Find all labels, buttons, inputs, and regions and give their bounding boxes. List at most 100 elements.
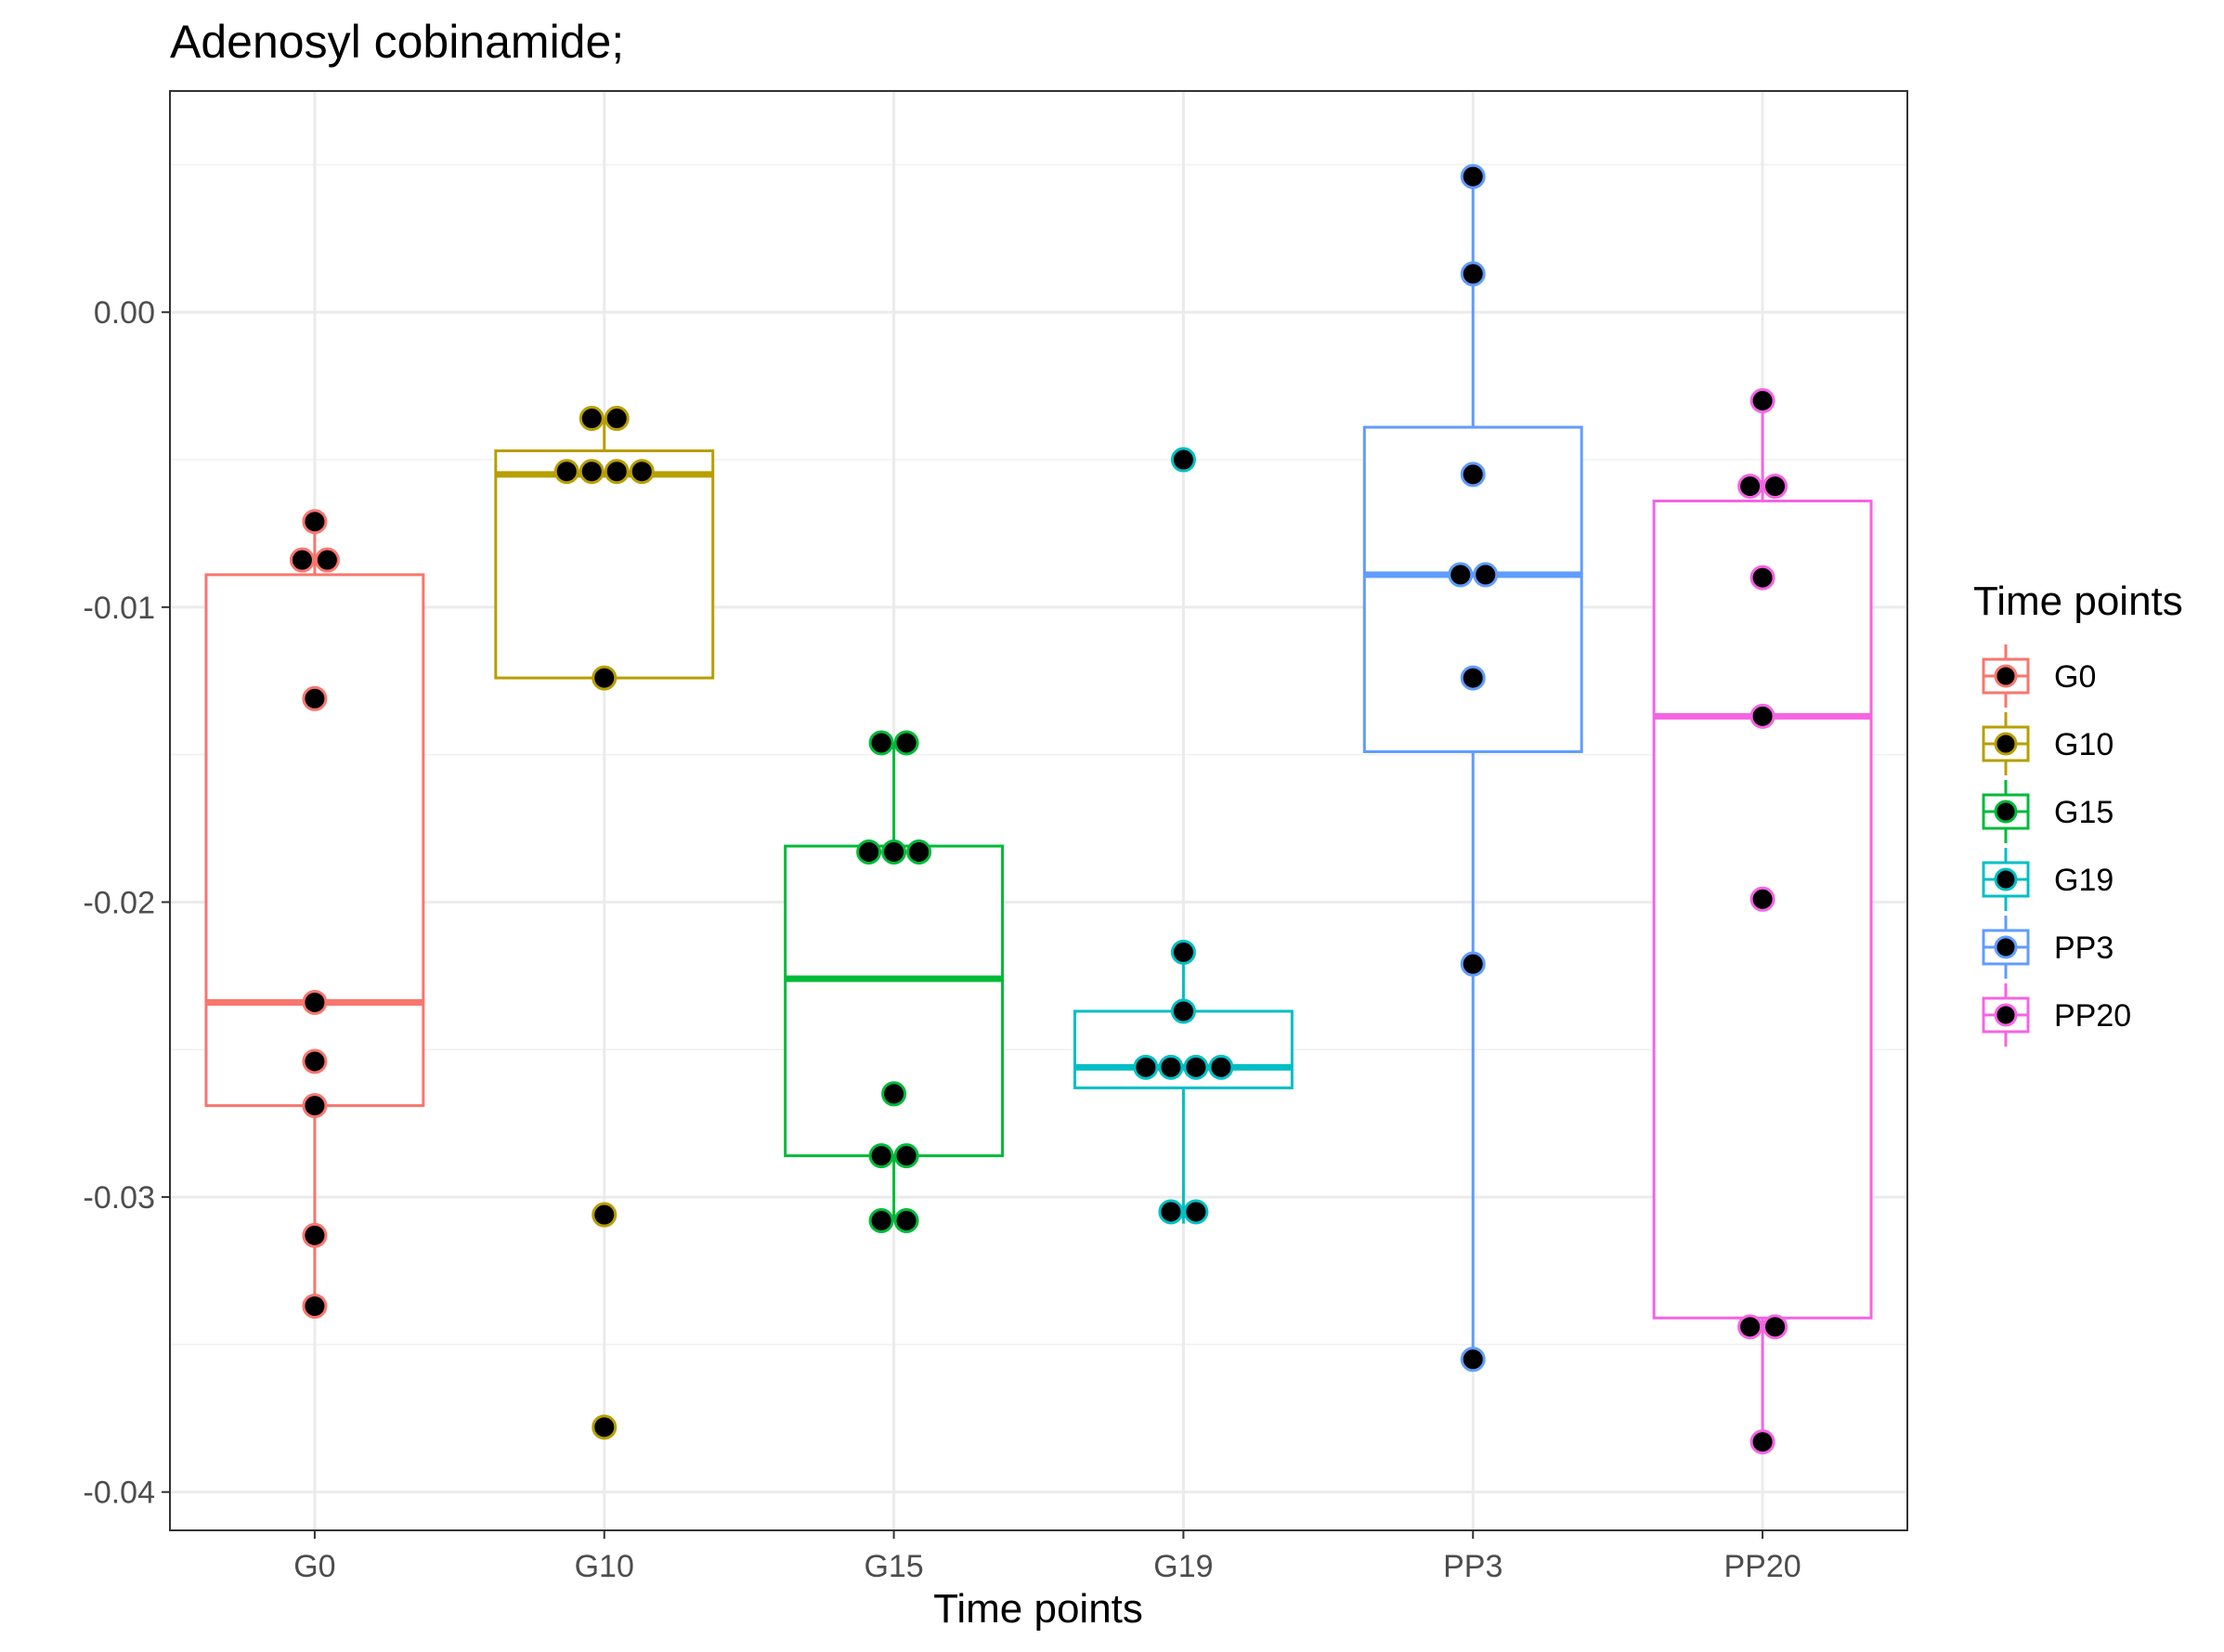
data-point-G10 bbox=[579, 459, 605, 485]
legend-label: G0 bbox=[2054, 659, 2096, 695]
x-tick-label: G0 bbox=[293, 1549, 335, 1584]
data-point-G10 bbox=[592, 665, 618, 691]
x-tick-label: PP3 bbox=[1443, 1549, 1502, 1584]
iqr-box bbox=[1073, 1009, 1294, 1090]
data-point-G10 bbox=[592, 1202, 618, 1228]
legend-item-PP20: PP20 bbox=[1982, 983, 2131, 1047]
data-point-G10 bbox=[579, 406, 605, 432]
y-tick-label: -0.03 bbox=[84, 1180, 156, 1216]
data-point-G15 bbox=[906, 839, 932, 865]
data-point-PP3 bbox=[1460, 665, 1486, 691]
x-tick-label: G15 bbox=[864, 1549, 923, 1584]
data-point-G19 bbox=[1158, 1054, 1184, 1080]
data-point-G0 bbox=[302, 1093, 328, 1119]
data-point-PP20 bbox=[1762, 474, 1788, 500]
legend-item-G0: G0 bbox=[1982, 644, 2096, 708]
data-point-PP3 bbox=[1448, 562, 1474, 588]
data-point-PP20 bbox=[1737, 474, 1763, 500]
legend-label: PP3 bbox=[2054, 930, 2113, 966]
legend-item-G19: G19 bbox=[1982, 848, 2113, 911]
grid-layer bbox=[170, 91, 1907, 1530]
box-G15 bbox=[784, 742, 1005, 1221]
data-point-PP3 bbox=[1460, 1346, 1486, 1372]
legend-key-point bbox=[1994, 1003, 2018, 1027]
box-PP20 bbox=[1652, 400, 1873, 1442]
data-point-G0 bbox=[302, 989, 328, 1015]
legend-key-point bbox=[1994, 800, 2018, 824]
data-point-G10 bbox=[629, 459, 655, 485]
point-layer bbox=[289, 163, 1788, 1455]
data-point-G19 bbox=[1158, 1199, 1184, 1225]
data-point-PP20 bbox=[1749, 565, 1775, 591]
legend-item-G15: G15 bbox=[1982, 780, 2113, 843]
legend-item-PP3: PP3 bbox=[1982, 916, 2113, 979]
y-tick-label: 0.00 bbox=[94, 295, 155, 331]
data-point-PP20 bbox=[1749, 703, 1775, 729]
x-tick-label: G19 bbox=[1153, 1549, 1213, 1584]
data-point-G15 bbox=[856, 839, 882, 865]
data-point-G15 bbox=[893, 1207, 919, 1233]
data-point-G10 bbox=[592, 1414, 618, 1440]
data-point-G0 bbox=[314, 547, 340, 573]
legend-label: PP20 bbox=[2054, 998, 2131, 1034]
y-tick-label: -0.01 bbox=[84, 591, 156, 626]
data-point-G0 bbox=[302, 1048, 328, 1074]
box-G19 bbox=[1073, 952, 1294, 1224]
legend-item-G10: G10 bbox=[1982, 712, 2113, 775]
data-point-G0 bbox=[302, 685, 328, 711]
data-point-PP20 bbox=[1749, 886, 1775, 912]
data-point-PP20 bbox=[1749, 1429, 1775, 1455]
legend-title: Time points bbox=[1973, 579, 2183, 624]
data-point-PP20 bbox=[1762, 1314, 1788, 1340]
data-point-G15 bbox=[868, 1207, 894, 1233]
data-point-G19 bbox=[1170, 998, 1196, 1024]
box-G0 bbox=[204, 521, 425, 1307]
iqr-box bbox=[784, 844, 1005, 1158]
data-point-G19 bbox=[1170, 939, 1196, 965]
data-point-G19 bbox=[1170, 447, 1196, 473]
data-point-PP3 bbox=[1460, 163, 1486, 189]
data-point-PP3 bbox=[1460, 462, 1486, 488]
data-point-G10 bbox=[604, 459, 630, 485]
data-point-G0 bbox=[289, 547, 315, 573]
legend-key-point bbox=[1994, 935, 2018, 959]
data-point-G15 bbox=[868, 730, 894, 756]
x-axis: G0 G10 G15 G19 PP3 PP20 bbox=[293, 1530, 1801, 1584]
data-point-G0 bbox=[302, 1222, 328, 1248]
iqr-box bbox=[494, 449, 715, 680]
legend: Time points G0 G10 G15 G19 PP3 PP20 bbox=[1973, 579, 2183, 1047]
data-point-G15 bbox=[881, 839, 907, 865]
box-layer bbox=[204, 176, 1873, 1442]
data-point-PP20 bbox=[1749, 388, 1775, 414]
x-tick-label: G10 bbox=[575, 1549, 634, 1584]
y-axis: 0.00 -0.01 -0.02 -0.03 -0.04 bbox=[84, 295, 170, 1511]
y-tick-label: -0.02 bbox=[84, 885, 156, 920]
data-point-G15 bbox=[881, 1081, 907, 1107]
data-point-G19 bbox=[1133, 1054, 1159, 1080]
y-tick-label: -0.04 bbox=[84, 1476, 156, 1511]
legend-label: G10 bbox=[2054, 727, 2113, 762]
legend-label: G15 bbox=[2054, 795, 2113, 830]
data-point-G15 bbox=[893, 1143, 919, 1169]
data-point-G0 bbox=[302, 1294, 328, 1320]
data-point-G0 bbox=[302, 509, 328, 535]
data-point-G19 bbox=[1183, 1199, 1209, 1225]
data-point-G10 bbox=[604, 406, 630, 432]
legend-label: G19 bbox=[2054, 863, 2113, 898]
data-point-PP20 bbox=[1737, 1314, 1763, 1340]
data-point-G19 bbox=[1183, 1054, 1209, 1080]
box-G10 bbox=[494, 418, 715, 680]
data-point-G19 bbox=[1208, 1054, 1234, 1080]
data-point-PP3 bbox=[1460, 951, 1486, 977]
chart-title: Adenosyl cobinamide; bbox=[170, 16, 624, 68]
iqr-box bbox=[204, 573, 425, 1108]
box-PP3 bbox=[1362, 176, 1583, 1359]
data-point-PP3 bbox=[1473, 562, 1499, 588]
data-point-PP3 bbox=[1460, 261, 1486, 287]
panel-border bbox=[169, 90, 1908, 1531]
x-tick-label: PP20 bbox=[1723, 1549, 1801, 1584]
legend-key-point bbox=[1994, 664, 2018, 688]
data-point-G15 bbox=[893, 730, 919, 756]
